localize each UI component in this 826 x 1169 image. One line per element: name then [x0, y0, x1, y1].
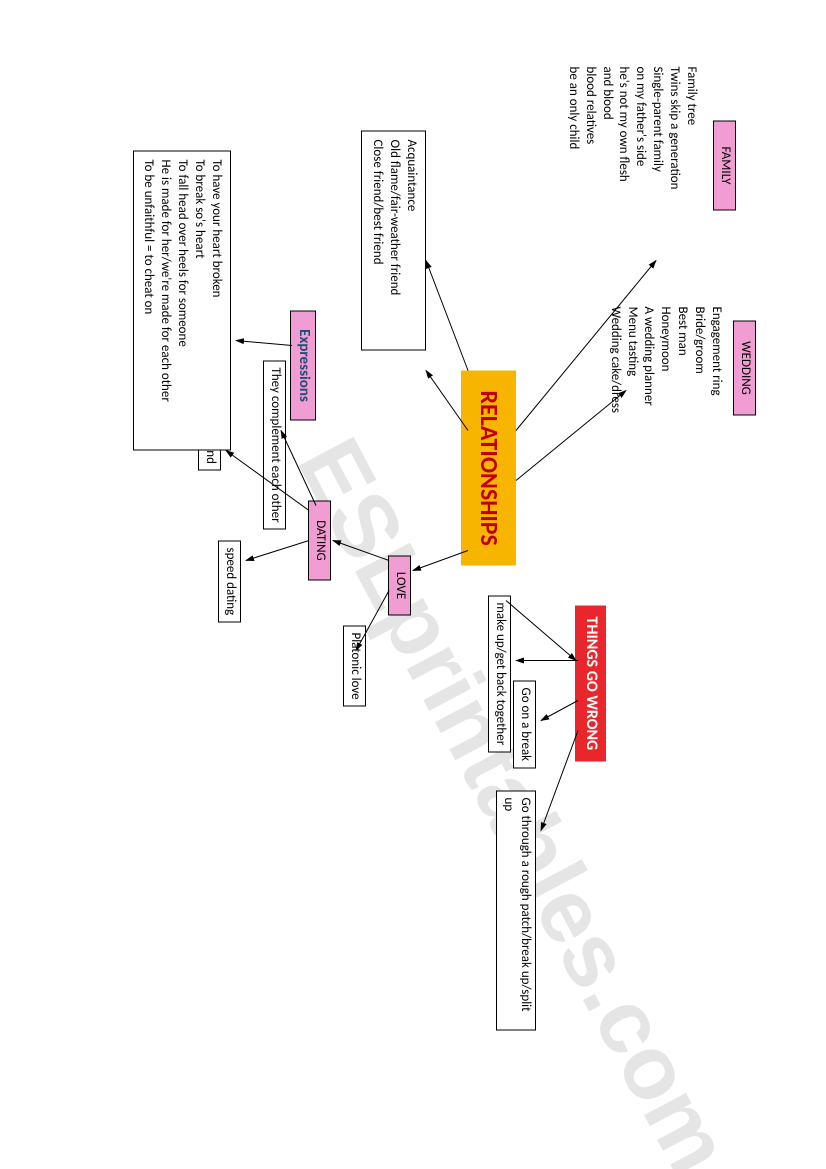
txt: Honeymoon — [656, 306, 673, 413]
box-rough-patch: Go through a rough patch/break up/split … — [496, 790, 536, 1030]
txt: and blood — [598, 66, 615, 189]
txt: Best man — [673, 306, 690, 413]
txt: Single-parent family — [648, 66, 665, 189]
box-expressions-list: To have your heart broken To break so's … — [133, 150, 231, 450]
txt: blood relatives — [581, 66, 598, 189]
family-items: Family tree Twins skip a generation Sing… — [562, 60, 701, 195]
txt: A wedding planner — [640, 306, 657, 413]
txt: Old flame/fair-weather friend — [385, 139, 402, 341]
node-family: FAMILY — [713, 120, 736, 210]
txt: To break so's heart — [190, 159, 207, 441]
txt: Twins skip a generation — [665, 66, 682, 189]
wedding-items: Engagement ring Bride/groom Best man Hon… — [604, 300, 726, 419]
box-friends: Acquaintance Old flame/fair-weather frie… — [361, 130, 426, 350]
node-love: LOVE — [388, 555, 411, 615]
txt: Close friend/best friend — [368, 139, 385, 341]
txt: Menu tasting — [623, 306, 640, 413]
txt: Expressions — [295, 329, 313, 402]
box-platonic: Platonic love — [343, 625, 366, 706]
node-expressions: Expressions — [291, 310, 317, 420]
node-wedding: WEDDING — [733, 320, 756, 415]
box-speed-dating: speed dating — [218, 540, 241, 622]
node-things-go-wrong: THINGS GO WRONG — [575, 605, 606, 761]
txt: Acquaintance — [402, 139, 419, 341]
center-relationships: RELATIONSHIPS — [461, 370, 516, 565]
txt: To fall head over heels for someone — [173, 159, 190, 441]
txt: be an only child — [564, 66, 581, 189]
txt: on my father's side — [631, 66, 648, 189]
txt: Family tree — [682, 66, 699, 189]
txt: To be unfaithful = to cheat on — [140, 159, 157, 441]
txt: Bride/groom — [690, 306, 707, 413]
diagram-stage: ESLprintables.com RELATIONSHIPS FAMILY F… — [0, 0, 826, 1169]
box-go-on-break: Go on a break — [513, 680, 536, 768]
txt: He is made for her/we're made for each o… — [156, 159, 173, 441]
txt: he's not my own flesh — [615, 66, 632, 189]
box-complement: They complement each other — [263, 360, 286, 529]
txt: To have your heart broken — [207, 159, 224, 441]
box-make-up: make up/get back together — [488, 595, 511, 752]
node-dating: DATING — [308, 500, 331, 580]
txt: Engagement ring — [707, 306, 724, 413]
txt: Wedding cake/dress — [606, 306, 623, 413]
